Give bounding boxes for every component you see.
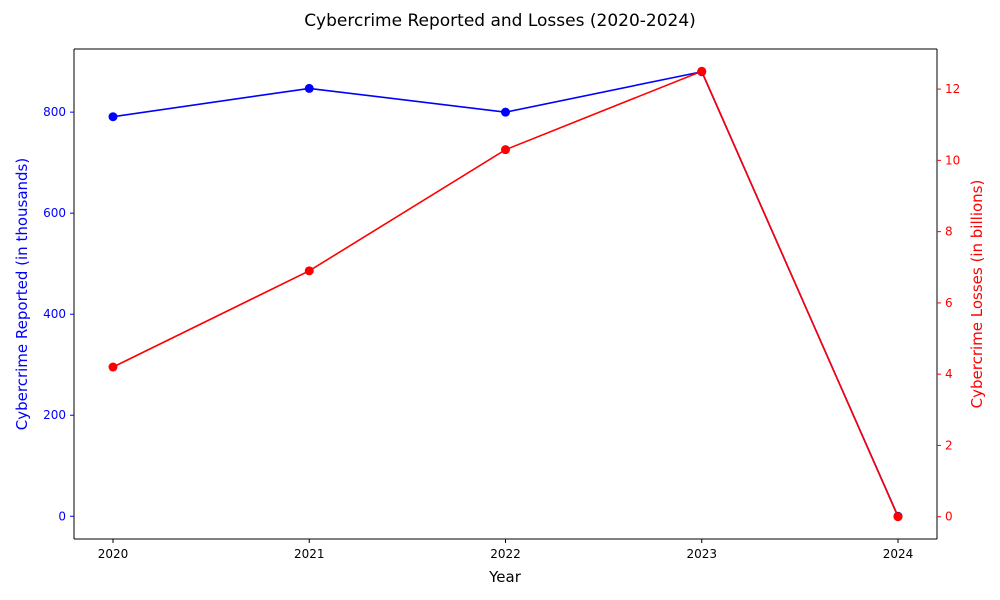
series-right-line xyxy=(112,70,899,518)
series-layer xyxy=(108,66,903,522)
x-axis-title: Year xyxy=(488,568,522,586)
y-right-tick-label: 2 xyxy=(945,438,953,452)
y-left-tick-label: 0 xyxy=(58,509,66,523)
series-right-point xyxy=(501,145,510,155)
series-left-point xyxy=(304,83,314,93)
x-axis-ticks: 2020 2021 2022 2023 2024 xyxy=(98,539,914,561)
y-left-tick-label: 400 xyxy=(43,307,66,321)
chart-title: Cybercrime Reported and Losses (2020-202… xyxy=(304,11,696,31)
y-right-tick-label: 8 xyxy=(945,225,953,239)
y-right-tick-label: 6 xyxy=(945,296,953,310)
y-left-axis-ticks: 0 200 400 600 800 xyxy=(43,105,74,523)
x-tick-label: 2020 xyxy=(98,547,129,561)
x-tick-label: 2021 xyxy=(294,547,325,561)
series-right-point xyxy=(108,362,118,372)
series-left-point xyxy=(108,112,118,122)
x-tick-label: 2024 xyxy=(883,547,914,561)
y-left-tick-label: 800 xyxy=(43,105,66,119)
y-left-tick-label: 200 xyxy=(43,408,66,422)
x-tick-label: 2022 xyxy=(490,547,521,561)
y-right-tick-label: 4 xyxy=(945,367,953,381)
y-left-axis-title: Cybercrime Reported (in thousands) xyxy=(13,158,31,430)
x-tick-label: 2023 xyxy=(686,547,717,561)
y-left-tick-label: 600 xyxy=(43,206,66,220)
y-right-axis-ticks: 0 2 4 6 8 10 12 xyxy=(937,82,960,524)
y-right-tick-label: 12 xyxy=(945,82,960,96)
y-right-axis-title: Cybercrime Losses (in billions) xyxy=(968,180,986,409)
plot-frame xyxy=(73,48,938,540)
series-right-point xyxy=(697,66,707,76)
y-right-tick-label: 10 xyxy=(945,153,960,167)
series-left-point xyxy=(501,107,510,117)
series-right-point xyxy=(893,512,903,522)
series-left-line xyxy=(112,70,899,517)
series-right-point xyxy=(304,266,314,276)
y-right-tick-label: 0 xyxy=(945,510,953,524)
